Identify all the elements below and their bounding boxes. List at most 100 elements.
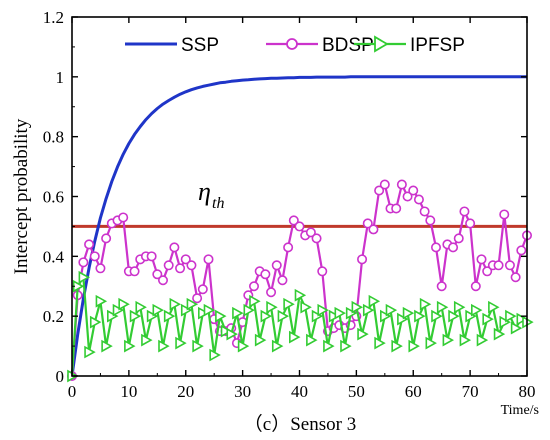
y-tick-label: 0.2 [43, 307, 64, 326]
data-point-ipfsp [169, 297, 182, 311]
data-point-bdsp [430, 242, 441, 253]
data-point-bdsp [283, 242, 294, 253]
data-point-ipfsp [425, 336, 437, 350]
data-point-bdsp [413, 194, 424, 205]
data-point-ipfsp [152, 303, 164, 317]
series-ipfsp [67, 270, 534, 383]
data-point-bdsp [448, 242, 459, 253]
data-point-ipfsp [124, 339, 136, 353]
data-point-ipfsp [345, 306, 358, 320]
data-point-bdsp [368, 224, 379, 235]
data-point-ipfsp [226, 327, 238, 341]
data-point-bdsp [436, 281, 447, 292]
data-point-ipfsp [419, 297, 432, 311]
legend-item-ipfsp: IPFSP [354, 35, 465, 56]
data-point-bdsp [260, 269, 271, 280]
data-point-ipfsp [243, 303, 255, 317]
data-point-ipfsp [220, 324, 233, 338]
legend: SSP BDSP IPFSP [125, 35, 465, 56]
data-point-bdsp [186, 260, 197, 271]
data-point-bdsp [510, 272, 521, 283]
data-point-bdsp [288, 215, 299, 226]
y-tick-label: 1.2 [43, 8, 64, 27]
data-point-ipfsp [488, 300, 500, 314]
data-point-ipfsp [146, 309, 159, 323]
data-point-ipfsp [266, 300, 278, 314]
axes-group: 0 10 20 30 40 50 60 70 80 0 0.2 0.4 0.6 0.8 1 1.2 [43, 8, 536, 401]
data-point-bdsp [95, 263, 106, 274]
data-point-bdsp [277, 275, 288, 286]
data-point-bdsp [317, 266, 328, 277]
data-point-ipfsp [112, 303, 125, 317]
y-axis-title: Intercept probability [11, 118, 32, 274]
data-point-ipfsp [368, 294, 381, 308]
data-point-ipfsp [391, 339, 403, 353]
data-point-ipfsp [107, 309, 119, 323]
data-point-ipfsp [89, 315, 102, 329]
data-point-ipfsp [289, 330, 301, 344]
data-point-ipfsp [271, 339, 284, 353]
data-point-ipfsp [442, 333, 455, 347]
data-point-ipfsp [101, 339, 113, 353]
data-point-bdsp [499, 209, 510, 220]
data-point-bdsp [453, 233, 464, 244]
data-point-bdsp [408, 185, 419, 196]
data-point-bdsp [146, 251, 157, 262]
data-point-ipfsp [232, 306, 244, 320]
labels-group: Intercept probability Time/s （c）Sensor 3 η t… [11, 118, 539, 435]
data-point-ipfsp [135, 300, 147, 314]
data-point-ipfsp [436, 300, 449, 314]
data-point-bdsp [482, 266, 493, 277]
data-point-ipfsp [260, 309, 273, 323]
data-point-bdsp [396, 179, 407, 190]
legend-marker-triangle [374, 35, 389, 53]
x-tick-label: 70 [462, 382, 479, 401]
x-tick-label: 40 [291, 382, 308, 401]
legend-label: IPFSP [410, 35, 465, 56]
legend-marker-circle [286, 38, 298, 50]
data-point-bdsp [197, 284, 208, 295]
data-point-bdsp [84, 239, 95, 250]
series-line-ssp [70, 75, 527, 377]
legend-item-ssp: SSP [125, 35, 219, 56]
data-point-ipfsp [163, 309, 176, 323]
data-point-ipfsp [351, 300, 364, 314]
data-point-bdsp [89, 251, 100, 262]
data-point-ipfsp [476, 333, 489, 347]
data-point-ipfsp [203, 303, 216, 317]
plot-background [72, 17, 527, 376]
data-point-ipfsp [453, 300, 466, 314]
figure-caption: （c）Sensor 3 [244, 413, 356, 435]
legend-label: BDSP [322, 35, 374, 56]
data-point-bdsp [152, 269, 163, 280]
legend-label: SSP [181, 35, 219, 56]
data-point-ipfsp [493, 327, 506, 341]
data-point-ipfsp [294, 288, 307, 302]
data-point-ipfsp [317, 303, 329, 317]
data-point-bdsp [163, 260, 174, 271]
data-point-bdsp [374, 185, 385, 196]
data-point-ipfsp [334, 306, 346, 320]
data-point-ipfsp [448, 309, 460, 323]
data-point-ipfsp [311, 309, 324, 323]
data-point-bdsp [357, 254, 368, 265]
x-tick-label: 50 [348, 382, 365, 401]
data-point-bdsp [402, 191, 413, 202]
data-point-ipfsp [254, 333, 267, 347]
data-point-ipfsp [277, 309, 290, 323]
data-point-bdsp [271, 260, 282, 271]
data-point-ipfsp [129, 309, 142, 323]
x-tick-label: 10 [120, 382, 137, 401]
data-point-ipfsp [380, 309, 392, 323]
data-point-bdsp [158, 275, 169, 286]
data-point-bdsp [180, 254, 191, 265]
x-axis-title: Time/s [501, 403, 539, 418]
data-point-ipfsp [505, 309, 517, 323]
data-point-ipfsp [465, 309, 477, 323]
x-tick-label: 20 [177, 382, 194, 401]
data-point-bdsp [459, 206, 470, 217]
data-point-ipfsp [499, 315, 511, 329]
series-ssp [70, 75, 527, 377]
data-point-ipfsp [459, 333, 472, 347]
data-point-ipfsp [84, 345, 96, 359]
